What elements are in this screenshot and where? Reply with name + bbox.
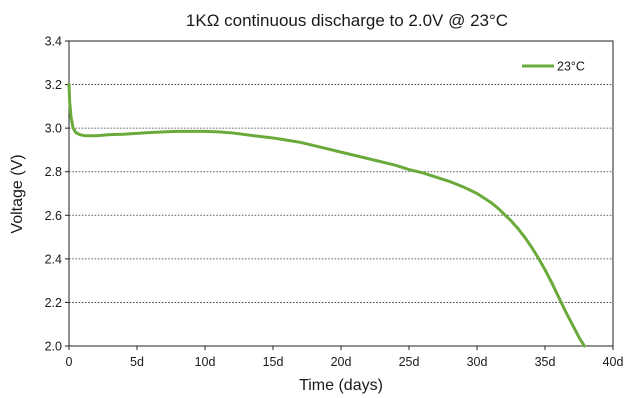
x-tick-label-8: 40d: [603, 355, 624, 369]
x-tick-label-1: 5d: [130, 355, 144, 369]
gridlines: [69, 84, 613, 303]
x-tick-label-3: 15d: [263, 355, 284, 369]
y-tick-label-3: 2.6: [45, 209, 62, 223]
y-tick-label-6: 3.2: [45, 78, 62, 92]
x-tick-label-7: 35d: [535, 355, 556, 369]
plot-frame: [68, 40, 614, 347]
x-tick-label-5: 25d: [399, 355, 420, 369]
y-tick-label-0: 2.0: [45, 340, 62, 354]
legend[interactable]: 23°C: [522, 60, 585, 74]
x-tick-label-2: 10d: [195, 355, 216, 369]
x-tick-label-4: 20d: [331, 355, 352, 369]
y-axis-tick-labels: 2.0 2.2 2.4 2.6 2.8 3.0 3.2 3.4: [45, 35, 62, 354]
x-tick-label-6: 30d: [467, 355, 488, 369]
series-lines: [67, 83, 586, 348]
y-tick-label-4: 2.8: [45, 165, 62, 179]
x-axis-title: Time (days): [299, 377, 383, 394]
legend-label-23c: 23°C: [557, 60, 585, 74]
y-axis-title: Voltage (V): [9, 154, 26, 233]
y-tick-label-5: 3.0: [45, 122, 62, 136]
x-tick-label-0: 0: [66, 355, 73, 369]
y-tick-label-7: 3.4: [45, 35, 62, 49]
y-tick-label-1: 2.2: [45, 296, 62, 310]
axis-ticks: [65, 40, 614, 350]
y-tick-label-2: 2.4: [45, 252, 62, 266]
chart-title: 1KΩ continuous discharge to 2.0V @ 23°C: [186, 11, 508, 30]
series-line-0: [67, 83, 586, 348]
x-axis-tick-labels: 0 5d 10d 15d 20d 25d 30d 35d 40d: [66, 355, 624, 369]
